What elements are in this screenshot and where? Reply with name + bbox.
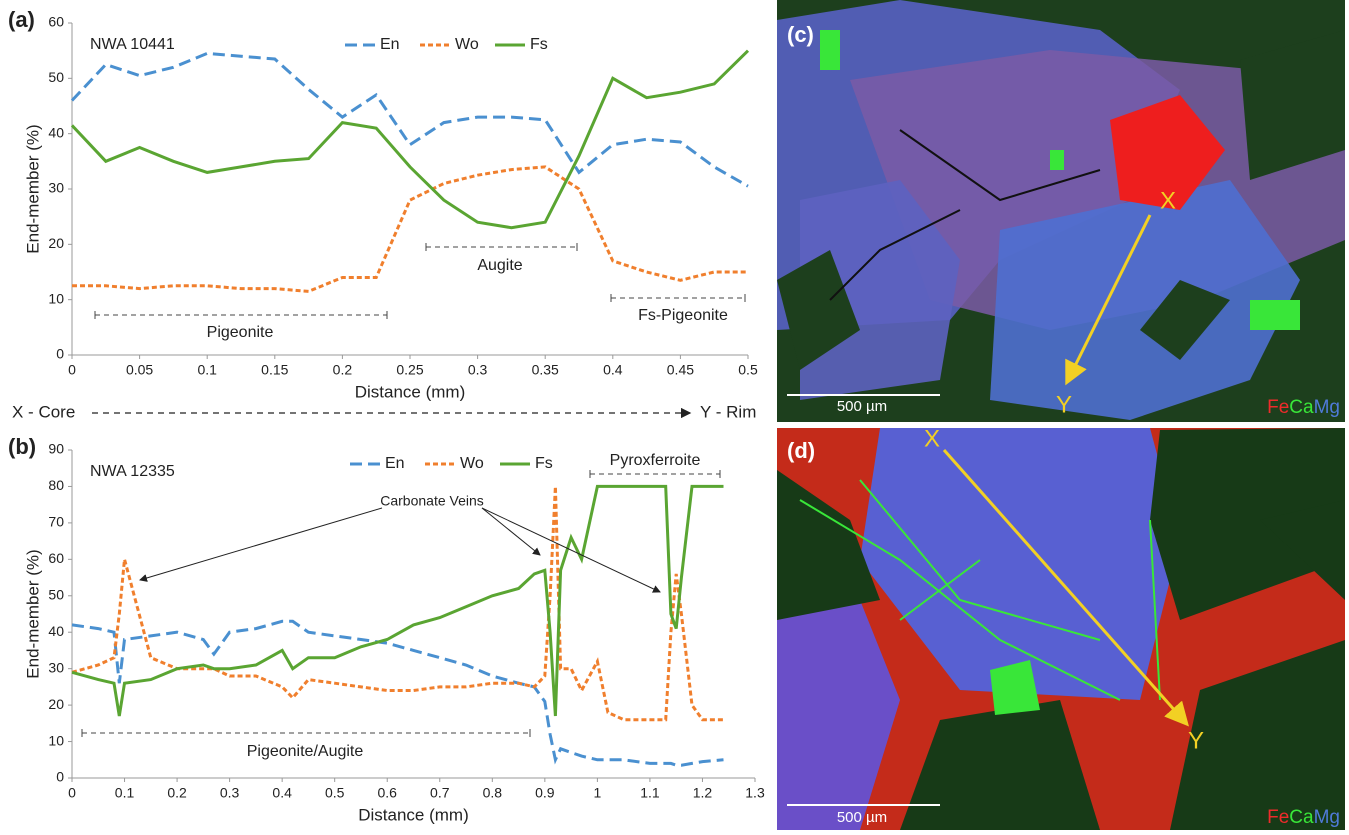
x-tick-label: 0.6 <box>377 785 397 801</box>
x-tick-label: 1.1 <box>640 785 660 801</box>
figure: (c) X Y 500 µm FeCaMg (d) X Y 500 µm FeC… <box>0 0 1349 830</box>
x-tick-label: 0 <box>68 785 76 801</box>
x-tick-label: 0.1 <box>115 785 135 801</box>
panel-label: (a) <box>8 7 35 32</box>
series-line <box>72 621 724 765</box>
element-key: FeCaMg <box>1267 807 1340 828</box>
x-tick-label: 0.8 <box>483 785 503 801</box>
element: Mg <box>1314 397 1340 418</box>
x-tick-label: 0.2 <box>333 362 353 378</box>
end-marker: Y <box>1188 727 1204 754</box>
scale-label: 500 µm <box>837 809 887 826</box>
panel-label: (c) <box>787 22 814 47</box>
start-marker: X <box>924 425 940 452</box>
y-tick-label: 0 <box>56 769 64 785</box>
y-tick-label: 20 <box>48 696 64 712</box>
y-tick-label: 30 <box>48 659 64 675</box>
direction-end: Y - Rim <box>700 402 756 421</box>
x-tick-label: 0.5 <box>325 785 345 801</box>
image-c <box>777 0 1345 422</box>
y-tick-label: 40 <box>48 623 64 639</box>
y-tick-label: 60 <box>48 14 64 30</box>
y-axis-label: End-member (%) <box>23 124 42 253</box>
annotation: Fs-Pigeonite <box>638 307 728 324</box>
x-tick-label: 0.7 <box>430 785 450 801</box>
series-line <box>72 167 748 292</box>
x-tick-label: 0.05 <box>126 362 153 378</box>
image-d <box>777 428 1345 830</box>
x-axis-label: Distance (mm) <box>358 805 469 824</box>
x-tick-label: 0.15 <box>261 362 288 378</box>
x-tick-label: 0 <box>68 362 76 378</box>
direction-start: X - Core <box>12 402 75 421</box>
legend-label: Fs <box>530 36 548 53</box>
series-line <box>72 486 724 716</box>
legend-label: Wo <box>460 455 484 472</box>
x-tick-label: 0.4 <box>272 785 292 801</box>
y-tick-label: 80 <box>48 477 64 493</box>
panel-label: (d) <box>787 438 815 463</box>
chart-title: NWA 12335 <box>90 463 175 480</box>
annotation-arrow <box>482 508 660 592</box>
legend-label: En <box>380 36 400 53</box>
start-marker: X <box>1160 187 1176 214</box>
annotation-arrow <box>140 508 382 580</box>
annotation: Carbonate Veins <box>380 493 484 509</box>
y-tick-label: 90 <box>48 441 64 457</box>
x-tick-label: 0.5 <box>738 362 758 378</box>
x-tick-label: 0.35 <box>532 362 559 378</box>
panel-label: (b) <box>8 434 36 459</box>
annotation: Pyroxferroite <box>610 452 701 469</box>
y-tick-label: 10 <box>48 290 64 306</box>
y-tick-label: 20 <box>48 235 64 251</box>
scale-label: 500 µm <box>837 398 887 415</box>
x-tick-label: 0.4 <box>603 362 623 378</box>
y-tick-label: 70 <box>48 514 64 530</box>
legend-label: En <box>385 455 405 472</box>
y-tick-label: 50 <box>48 69 64 85</box>
y-tick-label: 0 <box>56 346 64 362</box>
annotation: Pigeonite <box>207 324 274 341</box>
y-tick-label: 50 <box>48 586 64 602</box>
x-tick-label: 1.2 <box>693 785 713 801</box>
y-tick-label: 40 <box>48 124 64 140</box>
x-axis-label: Distance (mm) <box>355 382 466 401</box>
chart-title: NWA 10441 <box>90 36 175 53</box>
y-tick-label: 10 <box>48 732 64 748</box>
x-tick-label: 1.3 <box>745 785 765 801</box>
x-tick-label: 0.2 <box>167 785 187 801</box>
element: Mg <box>1314 807 1340 828</box>
y-axis-label: End-member (%) <box>23 549 42 678</box>
element: Fe <box>1267 807 1289 828</box>
x-tick-label: 0.3 <box>220 785 240 801</box>
x-tick-label: 0.45 <box>667 362 694 378</box>
series-line <box>72 51 748 228</box>
y-tick-label: 60 <box>48 550 64 566</box>
end-marker: Y <box>1056 391 1072 418</box>
x-tick-label: 0.1 <box>197 362 217 378</box>
x-tick-label: 0.3 <box>468 362 488 378</box>
legend-label: Wo <box>455 36 479 53</box>
series-line <box>72 486 724 719</box>
element: Ca <box>1289 397 1314 418</box>
x-tick-label: 1 <box>593 785 601 801</box>
element: Ca <box>1289 807 1314 828</box>
annotation: Pigeonite/Augite <box>247 743 364 760</box>
x-tick-label: 0.25 <box>396 362 423 378</box>
element-key: FeCaMg <box>1267 397 1340 418</box>
x-tick-label: 0.9 <box>535 785 555 801</box>
annotation: Augite <box>477 257 522 274</box>
y-tick-label: 30 <box>48 180 64 196</box>
element: Fe <box>1267 397 1289 418</box>
legend-label: Fs <box>535 455 553 472</box>
